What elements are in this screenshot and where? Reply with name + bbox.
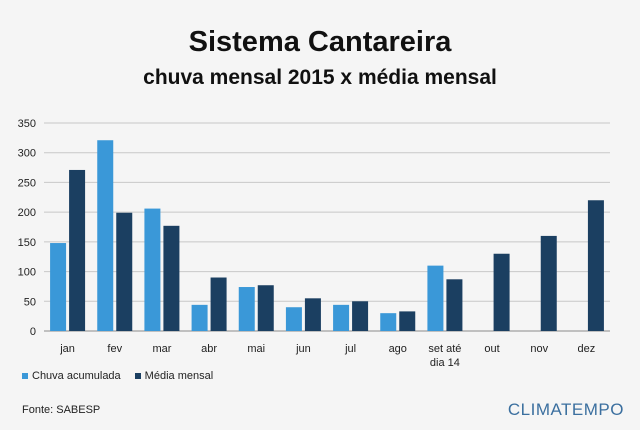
- x-tick-label-line: ago: [389, 343, 407, 355]
- bar-media: [446, 279, 463, 331]
- legend-label-media: Média mensal: [144, 370, 214, 382]
- bar-media: [587, 200, 604, 331]
- bar-media: [163, 225, 180, 331]
- y-tick-label: 50: [24, 296, 36, 308]
- x-tick-label-line: jun: [295, 343, 311, 355]
- x-tick-label: fev: [107, 343, 122, 355]
- bar-media: [540, 235, 557, 331]
- x-tick-label-line: abr: [201, 343, 217, 355]
- x-tick-label: jan: [59, 343, 75, 355]
- legend-item-media: Média mensal: [134, 370, 214, 382]
- x-tick-label-line: nov: [530, 343, 548, 355]
- bar-chuva: [191, 304, 208, 331]
- bar-media: [257, 285, 274, 331]
- y-tick-label: 150: [18, 237, 36, 249]
- x-tick-label: abr: [201, 343, 217, 355]
- y-tick-label: 100: [18, 267, 36, 279]
- x-tick-label: nov: [530, 343, 548, 355]
- x-tick-label-line: dez: [578, 343, 596, 355]
- x-tick-label-line: set até: [428, 343, 461, 355]
- x-tick-label-line: jul: [344, 343, 356, 355]
- legend: Chuva acumulada Média mensal: [22, 370, 213, 382]
- x-tick-label-line: jan: [59, 343, 75, 355]
- bar-chuva: [144, 208, 161, 331]
- bar-media: [69, 169, 86, 331]
- bar-media: [116, 212, 133, 331]
- bar-media: [352, 301, 369, 331]
- x-tick-label-line: out: [484, 343, 499, 355]
- y-tick-label: 0: [30, 326, 36, 338]
- y-tick-label: 250: [18, 177, 36, 189]
- x-tick-label: jun: [295, 343, 311, 355]
- bar-media: [210, 277, 227, 331]
- chart-subtitle: chuva mensal 2015 x média mensal: [143, 66, 497, 89]
- y-tick-label: 200: [18, 207, 36, 219]
- chart-title: Sistema Cantareira: [188, 26, 452, 58]
- x-tick-label-line: dia 14: [430, 357, 460, 369]
- x-tick-label: mai: [247, 343, 265, 355]
- bar-chuva: [380, 313, 397, 331]
- x-tick-label: mar: [152, 343, 171, 355]
- brand-logo: CLIMATEMPO: [507, 400, 624, 419]
- x-tick-label: dez: [578, 343, 596, 355]
- legend-swatch-chuva: [22, 373, 28, 379]
- bar-media: [493, 253, 510, 331]
- bar-media: [304, 298, 321, 331]
- x-tick-label-line: fev: [107, 343, 122, 355]
- x-tick-label-line: mar: [152, 343, 171, 355]
- x-tick-label: ago: [389, 343, 407, 355]
- y-tick-label: 300: [18, 148, 36, 160]
- bar-chuva: [97, 140, 114, 331]
- x-tick-label: set até dia 14: [428, 343, 461, 369]
- legend-swatch-media: [134, 373, 141, 379]
- x-tick-label: out: [484, 343, 499, 355]
- x-tick-label-line: mai: [247, 343, 265, 355]
- x-tick-label: jul: [344, 343, 356, 355]
- source-note: Fonte: SABESP: [22, 404, 101, 416]
- legend-label-chuva: Chuva acumulada: [32, 370, 121, 382]
- bar-chuva: [285, 307, 302, 331]
- bar-chuva: [427, 265, 444, 331]
- bar-chuva: [50, 243, 67, 331]
- y-tick-label: 350: [18, 118, 36, 130]
- legend-item-chuva: Chuva acumulada: [22, 370, 121, 382]
- bar-chuva: [333, 304, 350, 331]
- bar-chuva: [238, 287, 255, 331]
- bar-media: [399, 311, 416, 331]
